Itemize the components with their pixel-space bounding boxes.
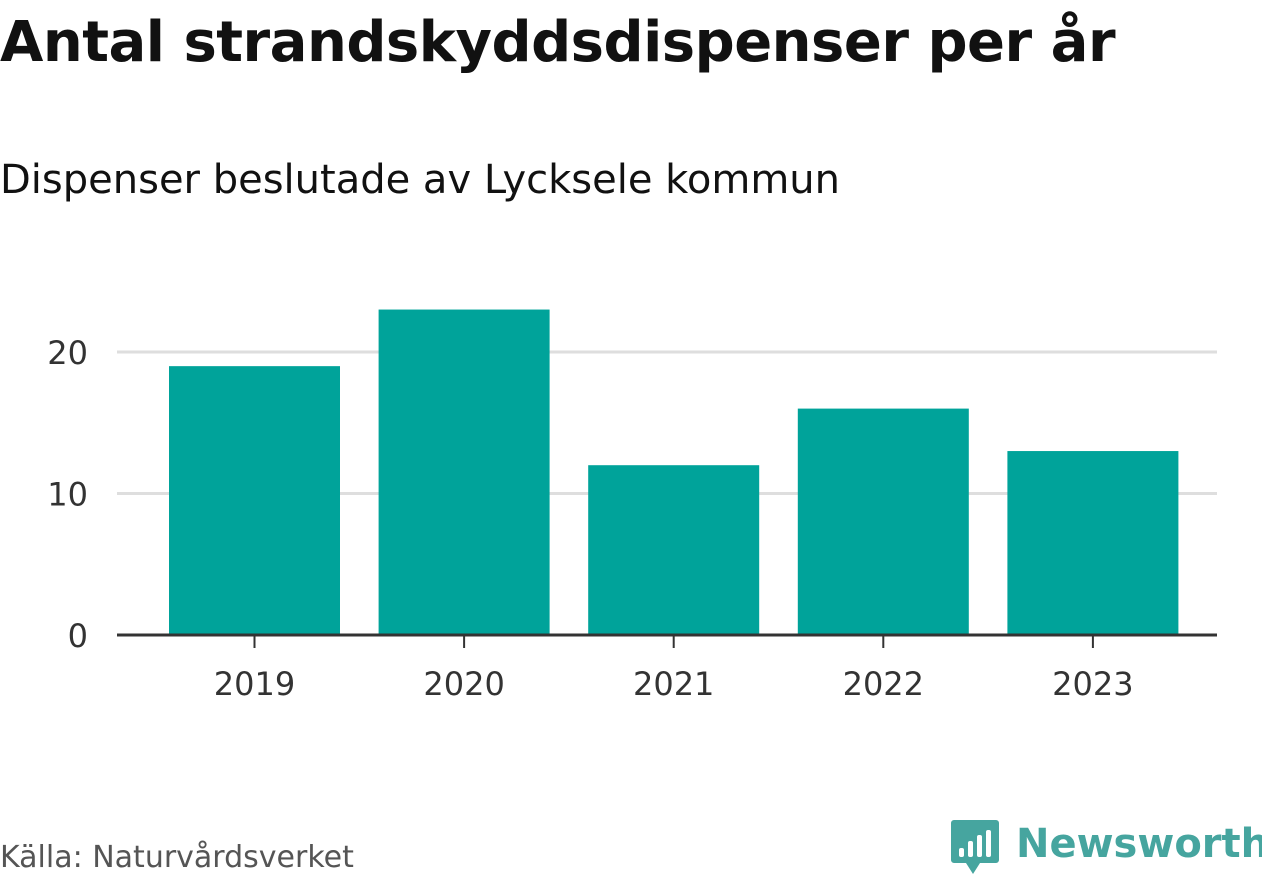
y-tick-label: 0 (68, 617, 88, 655)
x-tick-label: 2022 (843, 665, 924, 703)
brand: Newsworthy (950, 818, 1262, 878)
chart-title: Antal strandskyddsdispenser per år (0, 10, 1116, 75)
x-tick-label: 2021 (633, 665, 714, 703)
y-tick-label: 20 (47, 334, 88, 372)
bar-2023 (1007, 451, 1179, 635)
y-tick-label: 10 (47, 476, 88, 514)
x-tick-label: 2020 (423, 665, 504, 703)
bar-2022 (797, 408, 969, 635)
chart-subtitle: Dispenser beslutade av Lycksele kommun (0, 157, 840, 203)
source-note: Källa: Naturvårdsverket (0, 840, 354, 875)
bar-2019 (169, 366, 340, 635)
brand-name: Newsworthy (1016, 821, 1262, 867)
x-axis-ticks: 2019 2020 2021 2022 2023 (214, 635, 1134, 703)
bar-2021 (588, 465, 760, 635)
bar-chart: 0 10 20 2019 2020 2021 2022 2023 (47, 309, 1217, 703)
bar-2020 (378, 309, 550, 635)
newsworthy-logo-icon (951, 820, 999, 874)
x-tick-label: 2019 (214, 665, 295, 703)
x-tick-label: 2023 (1052, 665, 1133, 703)
bars (169, 309, 1179, 635)
y-axis-ticks: 0 10 20 (47, 334, 88, 655)
